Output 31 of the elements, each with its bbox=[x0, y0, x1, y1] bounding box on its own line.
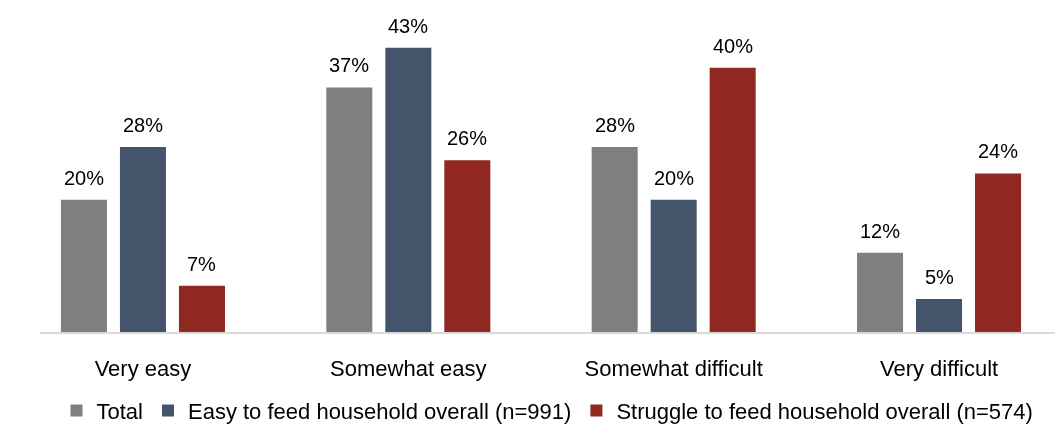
bar bbox=[119, 146, 166, 332]
data-label: 7% bbox=[187, 253, 217, 275]
x-tick-label: Somewhat difficult bbox=[584, 356, 763, 382]
legend-label: Total bbox=[96, 399, 143, 425]
data-label: 5% bbox=[925, 266, 955, 288]
x-tick-label: Somewhat easy bbox=[330, 356, 487, 382]
data-label: 40% bbox=[713, 35, 754, 57]
bar bbox=[591, 146, 638, 332]
data-label: 28% bbox=[123, 114, 164, 136]
bar bbox=[326, 87, 373, 332]
bar bbox=[385, 47, 432, 332]
bar bbox=[650, 199, 697, 332]
bar bbox=[975, 173, 1022, 332]
bar bbox=[60, 199, 107, 332]
x-tick-label: Very difficult bbox=[879, 356, 999, 382]
bar bbox=[916, 298, 963, 332]
data-label: 20% bbox=[654, 167, 695, 189]
x-tick-label: Very easy bbox=[94, 356, 192, 382]
data-label: 28% bbox=[595, 114, 636, 136]
data-label: 43% bbox=[388, 15, 429, 37]
data-label: 12% bbox=[860, 220, 901, 242]
bar bbox=[444, 160, 491, 332]
legend-label: Easy to feed household overall (n=991) bbox=[187, 399, 572, 425]
bar bbox=[857, 252, 904, 332]
data-label: 26% bbox=[447, 127, 488, 149]
bar bbox=[709, 67, 756, 332]
bar bbox=[178, 285, 225, 332]
data-label: 24% bbox=[978, 140, 1019, 162]
data-label: 20% bbox=[64, 167, 105, 189]
legend-label: Struggle to feed household overall (n=574) bbox=[616, 399, 1033, 425]
data-label: 37% bbox=[329, 54, 370, 76]
